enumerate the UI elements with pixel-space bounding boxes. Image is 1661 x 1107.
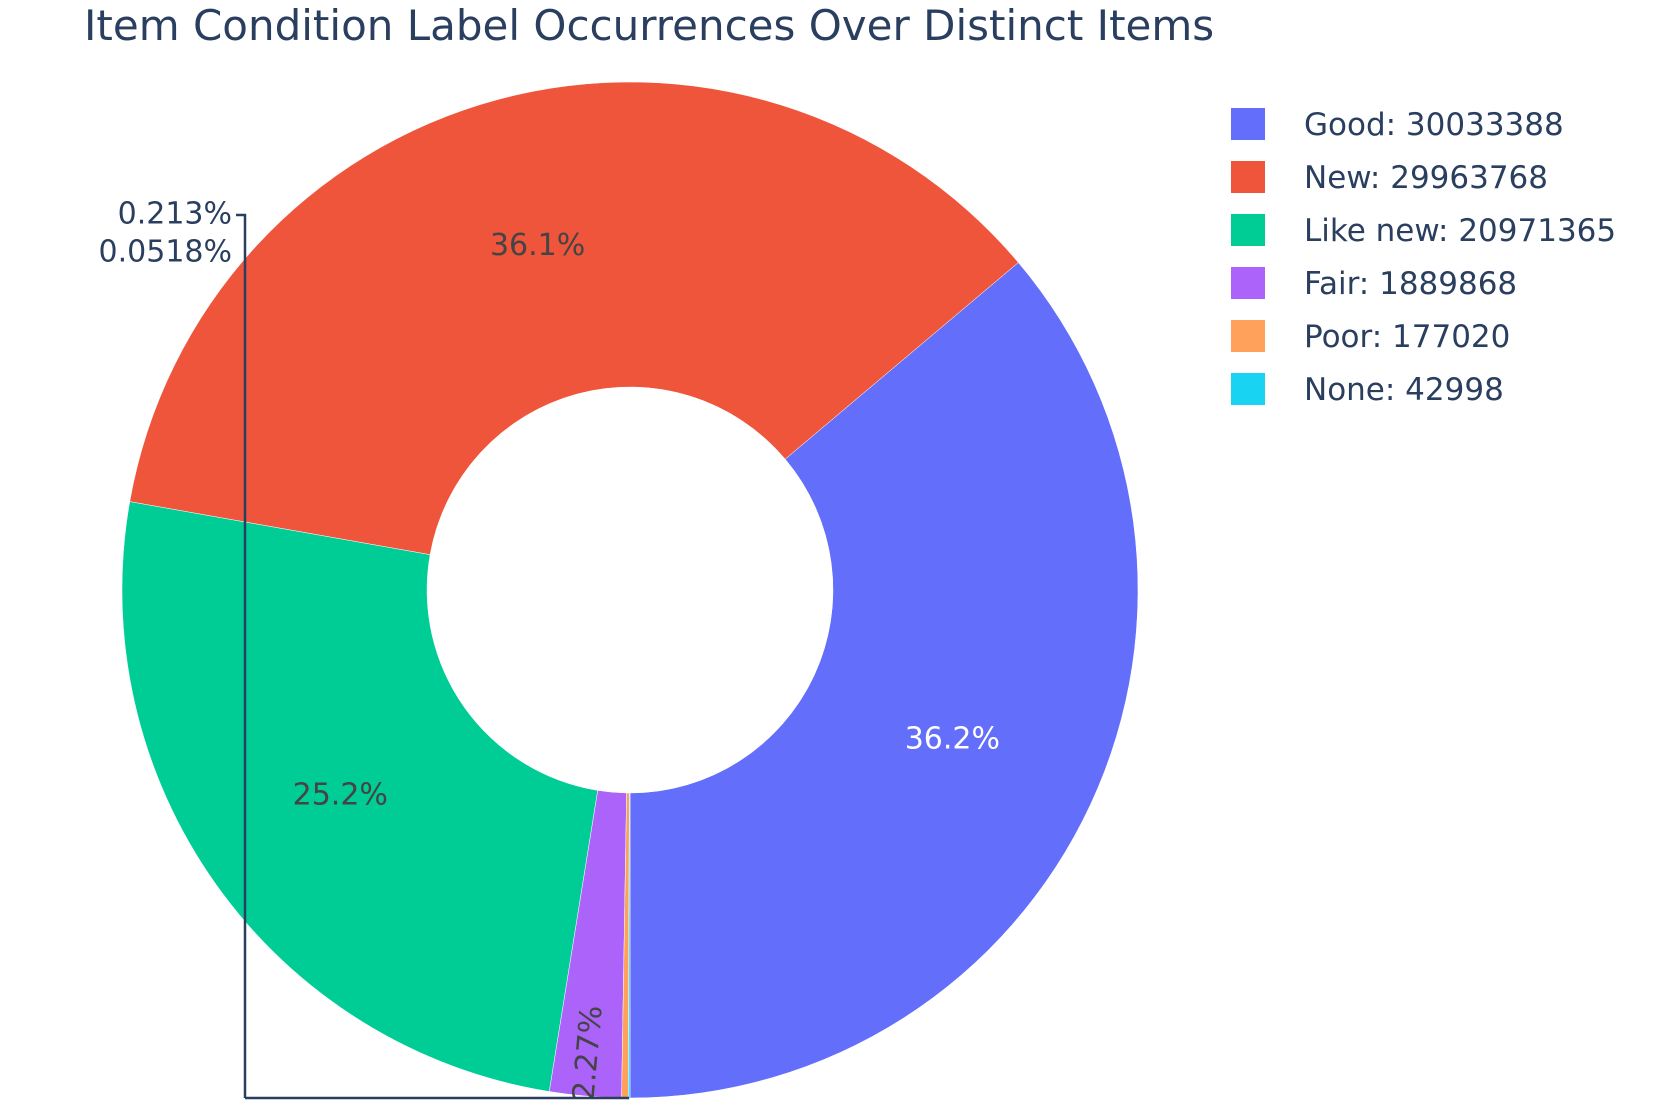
slice-new[interactable] (129, 81, 1019, 555)
legend-swatch-fair (1231, 267, 1265, 299)
legend-item-fair[interactable]: Fair: 1889868 (1231, 266, 1517, 302)
legend-label-good: Good: 30033388 (1304, 107, 1564, 143)
slice-label-poor: 0.213% (118, 197, 232, 232)
slice-good[interactable] (629, 262, 1139, 1099)
slice-label-none: 0.0518% (99, 235, 232, 270)
legend-label-none: None: 42998 (1304, 372, 1504, 408)
legend-label-like-new: Like new: 20971365 (1304, 213, 1616, 249)
slices-layer (121, 81, 1139, 1099)
legend-label-fair: Fair: 1889868 (1304, 266, 1517, 302)
chart-title: Item Condition Label Occurrences Over Di… (84, 1, 1214, 50)
legend: Good: 30033388 New: 29963768 Like new: 209… (1231, 107, 1616, 408)
slice-like-new[interactable] (121, 501, 599, 1092)
legend-item-poor[interactable]: Poor: 177020 (1231, 319, 1510, 355)
slice-label-like-new: 25.2% (293, 778, 388, 813)
slice-label-good: 36.2% (905, 721, 1000, 756)
legend-label-poor: Poor: 177020 (1304, 319, 1510, 355)
legend-label-new: New: 29963768 (1304, 160, 1548, 196)
legend-swatch-like-new (1231, 214, 1265, 246)
legend-swatch-new (1231, 161, 1265, 193)
legend-item-good[interactable]: Good: 30033388 (1231, 107, 1564, 143)
legend-swatch-poor (1231, 320, 1265, 352)
legend-item-new[interactable]: New: 29963768 (1231, 160, 1548, 196)
legend-item-like-new[interactable]: Like new: 20971365 (1231, 213, 1616, 249)
legend-swatch-good (1231, 108, 1265, 140)
slice-label-new: 36.1% (490, 228, 585, 263)
legend-item-none[interactable]: None: 42998 (1231, 372, 1504, 408)
slice-label-fair: 2.27% (566, 1004, 609, 1102)
leader-line-poor (236, 213, 247, 1098)
legend-swatch-none (1231, 373, 1265, 405)
labels-layer: 36.2% 36.1% 25.2% 2.27% 0.213%0.0518% (99, 197, 1001, 1102)
